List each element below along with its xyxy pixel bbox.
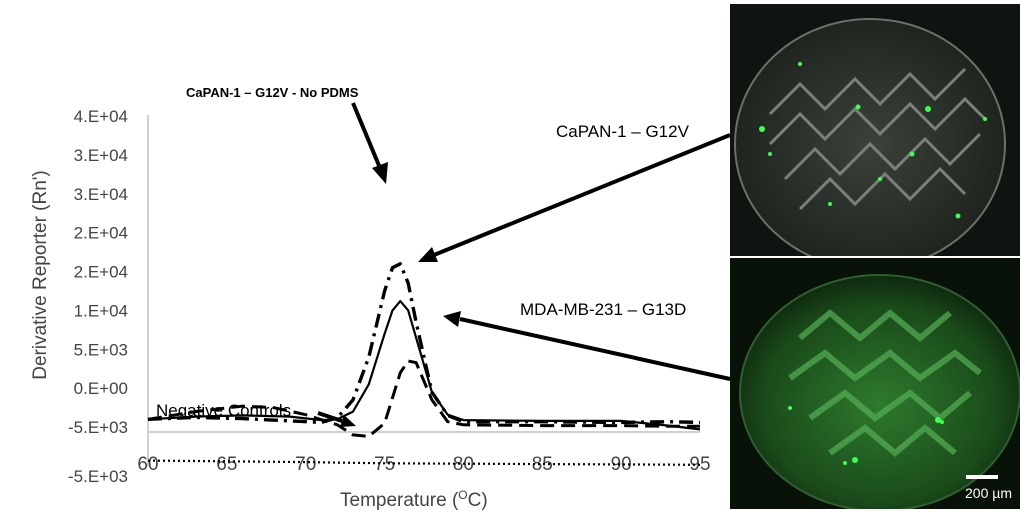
annotation-negative-controls: Negative Controls: [156, 401, 291, 420]
zigzag-channel: [768, 67, 987, 211]
scale-bar: [966, 475, 998, 479]
fluorescent-cells: [759, 62, 987, 219]
x-axis-title: Temperature (OC): [340, 488, 488, 511]
zigzag-channel: [788, 309, 982, 457]
well-outline: [734, 18, 1006, 256]
x-tick-label: 95: [689, 454, 710, 475]
x-tick-label: 65: [216, 454, 237, 475]
y-tick-label: 4.E+04: [74, 107, 128, 126]
x-axis-title-superscript: O: [458, 488, 467, 502]
arrow-no-pdms-shaft: [351, 102, 382, 169]
series-line-mda-g13d: [147, 359, 700, 438]
microscopy-image-capan: [730, 4, 1020, 256]
arrow-mda-shaft: [459, 317, 731, 381]
scale-label: 200 µm: [965, 485, 1012, 501]
y-tick-label: 5.E+03: [74, 340, 128, 359]
fluorescent-cells: [788, 406, 944, 465]
arrow-capan-head: [418, 247, 438, 262]
well-outline: [739, 274, 1020, 509]
microscopy-mda-drawing: [739, 274, 1020, 509]
x-tick-label: 75: [374, 454, 395, 475]
y-tick-label: 3.E+04: [74, 146, 128, 165]
arrow-negative-shaft: [317, 411, 343, 423]
microscopy-image-mda: 200 µm: [730, 258, 1020, 509]
annotation-mda-g13d: MDA-MB-231 – G13D: [520, 300, 686, 319]
annotation-capan-g12v: CaPAN-1 – G12V: [556, 122, 690, 141]
y-tick-label: 1.E+04: [74, 301, 128, 320]
series-line-negative-controls: [147, 459, 701, 466]
x-tick-label: 70: [295, 454, 316, 475]
x-tick-label: 85: [532, 454, 553, 475]
y-tick-label: -5.E+03: [68, 418, 128, 437]
y-tick-label: 2.E+04: [74, 263, 128, 282]
annotation-arrows: [317, 102, 731, 427]
series-layer: [147, 262, 701, 466]
y-tick-label: 3.E+04: [74, 185, 128, 204]
y-tick-labels: 4.E+04 3.E+04 3.E+04 2.E+04 2.E+04 1.E+04 5.E+…: [68, 107, 128, 486]
series-line-capan-nopdms: [147, 262, 701, 425]
x-tick-labels: 60 65 70 75 80 85 90 95: [137, 454, 710, 475]
y-axis-title: Derivative Reporter (Rn'): [30, 170, 51, 380]
x-axis-title-suffix: C): [468, 490, 488, 511]
chart-axes: [147, 115, 700, 466]
arrow-mda-head: [443, 311, 461, 327]
y-tick-label: 0.E+00: [74, 379, 128, 398]
x-tick-label: 90: [611, 454, 632, 475]
annotation-capan-no-pdms: CaPAN-1 – G12V - No PDMS: [186, 85, 359, 100]
microscopy-capan-drawing: [734, 18, 1006, 256]
x-tick-label: 60: [137, 454, 158, 475]
x-axis-title-main: Temperature (: [340, 490, 459, 511]
arrow-negative-head: [340, 415, 356, 427]
y-tick-label: 2.E+04: [74, 224, 128, 243]
arrow-capan-shaft: [433, 133, 731, 257]
series-line-capan-solid: [147, 300, 701, 431]
arrow-no-pdms-head: [372, 162, 388, 184]
y-tick-label: -5.E+03: [68, 467, 128, 486]
